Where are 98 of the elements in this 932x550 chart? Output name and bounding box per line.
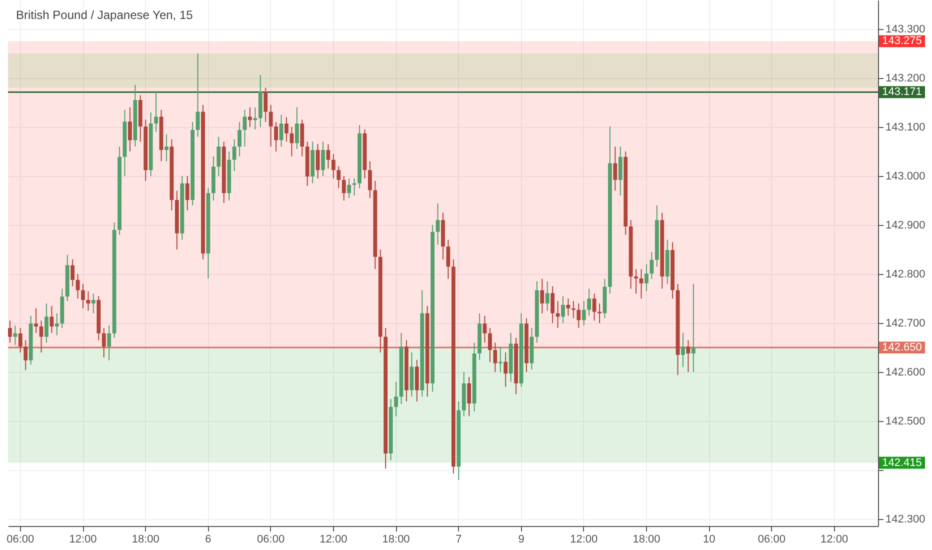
- candlestick: [566, 298, 570, 316]
- x-tick-label: 9: [518, 534, 524, 546]
- candlestick: [238, 122, 242, 157]
- candlestick: [274, 122, 278, 152]
- candlestick: [264, 87, 268, 123]
- candlestick: [410, 352, 414, 398]
- candlestick: [8, 320, 12, 344]
- candlestick: [44, 302, 48, 344]
- candlestick: [268, 104, 273, 148]
- candlestick: [347, 178, 352, 199]
- x-tick-label: 18:00: [632, 534, 660, 546]
- y-tick-label: 142.900: [886, 220, 926, 232]
- candlestick: [54, 312, 59, 336]
- candlestick: [561, 296, 565, 324]
- candlestick: [290, 126, 294, 157]
- ref-line-label: 143.171: [882, 86, 922, 98]
- candlestick: [650, 251, 654, 280]
- y-tick-label: 143.100: [886, 121, 926, 134]
- y-tick-label: 142.700: [886, 318, 926, 330]
- candlestick: [248, 106, 252, 128]
- candlestick: [164, 134, 168, 162]
- candlestick: [545, 280, 550, 312]
- candlestick: [331, 153, 336, 179]
- x-tick-label: 12:00: [320, 534, 348, 546]
- candlestick: [39, 320, 44, 353]
- x-tick-label: 18:00: [382, 534, 410, 546]
- y-tick-label: 143.300: [886, 23, 926, 36]
- candlestick: [128, 106, 132, 152]
- y-tick-label: 142.800: [886, 268, 926, 281]
- candlestick: [571, 300, 576, 319]
- candlestick: [336, 166, 341, 189]
- candlestick: [691, 283, 696, 373]
- ref-line-label: 142.650: [882, 342, 922, 354]
- candlestick: [70, 258, 75, 287]
- y-tick-label: 142.300: [886, 514, 926, 526]
- candlestick: [634, 268, 638, 294]
- x-tick-label: 10: [702, 534, 716, 546]
- candlestick: [232, 138, 236, 172]
- x-tick-label: 12:00: [570, 534, 598, 546]
- candlestick: [504, 352, 508, 388]
- candlestick: [352, 178, 356, 196]
- x-tick-label: 06:00: [6, 534, 34, 546]
- candlestick: [86, 290, 90, 312]
- candlestick: [18, 327, 22, 353]
- candlestick: [321, 141, 325, 176]
- candlestick: [107, 325, 112, 361]
- candlestick: [394, 381, 398, 417]
- candlestick: [253, 106, 258, 130]
- text: British Pound / Japanese Yen, 15: [16, 8, 194, 22]
- candlestick: [467, 376, 472, 417]
- x-tick-label: 6: [205, 534, 212, 546]
- candlestick: [613, 146, 618, 192]
- candlestick: [81, 283, 85, 309]
- candlestick: [342, 175, 346, 201]
- candlestick: [34, 308, 38, 334]
- candlestick: [540, 278, 544, 314]
- candlestick: [368, 160, 372, 199]
- x-tick-label: 7: [456, 534, 462, 546]
- candlestick: [414, 359, 419, 402]
- candlestick: [300, 119, 304, 157]
- y-tick-label: 142.600: [886, 366, 926, 379]
- candlestick: [326, 144, 330, 170]
- candlestick: [284, 116, 288, 142]
- candlestick: [91, 293, 96, 314]
- candlestick: [216, 136, 221, 176]
- candlestick: [436, 202, 440, 246]
- candlestick: [576, 302, 581, 328]
- candlestick: [639, 268, 644, 300]
- candlestick: [582, 300, 586, 326]
- candlestick: [681, 332, 685, 368]
- candlestick: [24, 340, 28, 371]
- candlestick: [185, 175, 190, 211]
- x-tick-label: 06:00: [257, 534, 285, 546]
- x-tick-label: 12:00: [820, 534, 848, 546]
- candlestick: [488, 327, 492, 363]
- candlestick: [50, 305, 54, 334]
- band-label: 143.275: [882, 35, 922, 48]
- candlestick: [556, 300, 560, 328]
- x-tick-label: 18:00: [132, 534, 160, 546]
- band-label: 142.415: [882, 456, 922, 469]
- candlestick: [294, 106, 299, 150]
- candlestick: [644, 264, 648, 292]
- candlestick: [686, 340, 690, 373]
- y-tick-label: 143.200: [886, 72, 926, 84]
- candlestick: [13, 325, 18, 346]
- candlestick: [102, 327, 106, 358]
- candlestick: [242, 109, 247, 148]
- candlestick: [493, 342, 498, 373]
- candlestick: [550, 286, 555, 324]
- y-tick-label: 142.500: [886, 416, 926, 428]
- x-tick-label: 06:00: [758, 534, 786, 546]
- y-tick-label: 143.000: [886, 170, 926, 182]
- candlestick: [592, 293, 596, 322]
- candlestick: [482, 315, 487, 344]
- candlestick: [154, 91, 158, 132]
- candlestick: [618, 146, 622, 196]
- x-tick-label: 12:00: [69, 534, 97, 546]
- candlestick: [587, 288, 592, 316]
